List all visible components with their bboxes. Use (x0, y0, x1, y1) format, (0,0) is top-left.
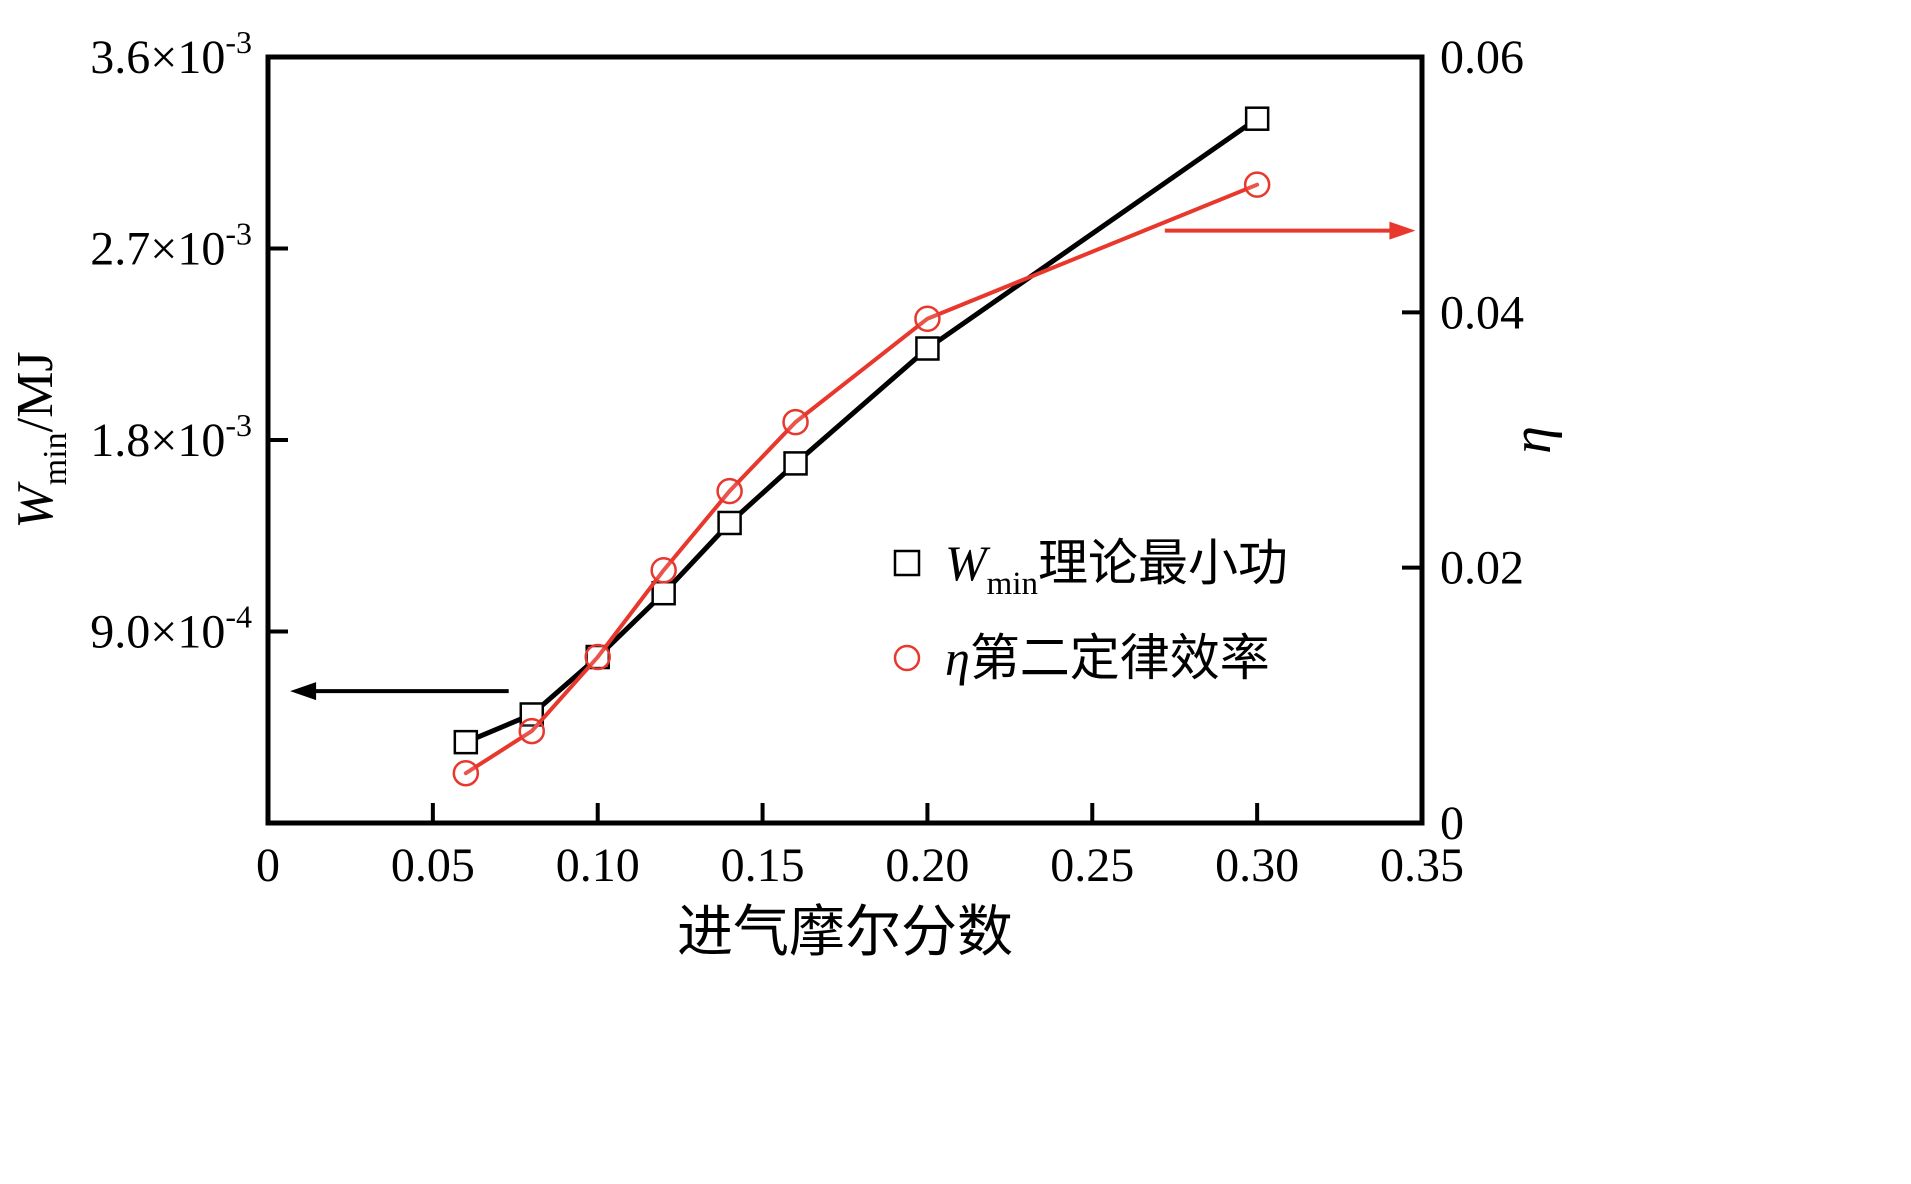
circle-marker (518, 717, 546, 745)
legend-label: Wmin​理论最小功 (945, 535, 1288, 602)
x-tick-label: 0.10 (556, 839, 640, 892)
x-tick-label: 0.15 (721, 839, 805, 892)
circle-marker (584, 643, 611, 671)
x-tick-label: 0.35 (1380, 839, 1464, 892)
y-right-axis-title: η (1501, 426, 1563, 454)
plot-border (265, 54, 1425, 826)
circle-marker (782, 408, 809, 436)
circle-marker (1243, 171, 1271, 198)
square-marker (1244, 106, 1270, 131)
x-tick-label: 0.30 (1215, 839, 1299, 892)
circle-marker (914, 305, 941, 332)
x-tick-label: 0.25 (1050, 839, 1134, 892)
x-tick-label: 0.20 (885, 839, 969, 892)
square-marker (453, 729, 479, 755)
y-right-tick-label: 0.02 (1440, 542, 1524, 595)
square-marker (651, 580, 676, 606)
y-right-tick-label: 0 (1440, 797, 1464, 850)
axis-arrow-head (290, 682, 317, 701)
x-tick-label: 0 (256, 839, 280, 892)
legend-label: η第二定律效率 (945, 630, 1270, 686)
y-left-tick-label: 2.7×10-3 (90, 216, 252, 276)
y-left-tick-label: 3.6×10-3 (90, 24, 252, 84)
circle-marker (650, 556, 677, 584)
square-marker (915, 336, 940, 361)
series-line-circle (463, 182, 1260, 776)
y-left-axis-title: Wmin​/MJ (7, 351, 74, 528)
y-left-tick-label: 1.8×10-3 (90, 407, 252, 467)
square-marker (783, 451, 808, 476)
x-axis-title: 进气摩尔分数 (677, 902, 1013, 964)
y-right-tick-label: 0.06 (1440, 31, 1524, 84)
y-left-tick-label: 9.0×10-4 (90, 599, 252, 659)
circle-marker (716, 477, 743, 505)
circle-marker (452, 759, 480, 787)
square-marker (717, 510, 742, 536)
axis-arrow-head (1389, 221, 1416, 240)
x-tick-label: 0.05 (391, 839, 475, 892)
legend-square-marker (893, 549, 921, 577)
legend-circle-marker (893, 644, 921, 672)
y-right-tick-label: 0.04 (1440, 286, 1524, 339)
